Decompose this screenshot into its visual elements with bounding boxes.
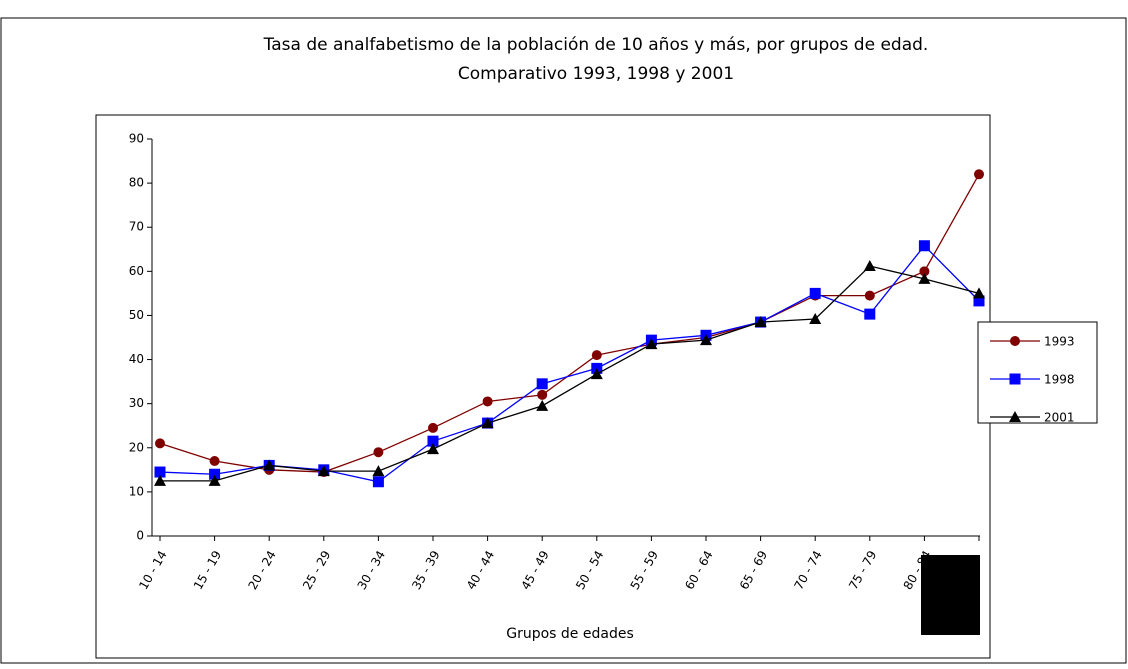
series-line: [159, 244, 980, 483]
marker: [1010, 336, 1020, 346]
marker: [373, 447, 384, 458]
y-tick-label: 0: [136, 529, 144, 543]
marker: [209, 468, 221, 480]
marker: [155, 438, 165, 449]
legend-label: 1998: [1044, 373, 1075, 387]
marker: [809, 312, 822, 324]
marker: [427, 443, 439, 455]
marker: [863, 260, 876, 272]
marker: [591, 350, 602, 361]
y-tick-label: 50: [129, 308, 144, 322]
marker: [372, 476, 384, 488]
marker: [864, 308, 876, 320]
y-tick-label: 60: [129, 264, 144, 278]
marker: [864, 290, 875, 301]
y-tick-label: 10: [129, 484, 144, 498]
marker: [209, 456, 220, 467]
marker: [481, 417, 494, 429]
series-line: [160, 265, 980, 482]
marker: [427, 435, 439, 447]
y-tick-label: 70: [129, 220, 144, 234]
marker: [537, 389, 548, 400]
x-axis-label: Grupos de edades: [506, 626, 634, 642]
marker: [428, 422, 438, 433]
marker: [154, 466, 166, 478]
marker: [974, 169, 984, 180]
series-line: [159, 173, 980, 473]
marker: [918, 272, 931, 284]
marker: [809, 287, 821, 299]
marker: [919, 266, 930, 277]
legend-label: 1993: [1044, 335, 1075, 349]
marker: [536, 378, 548, 390]
marker: [918, 240, 930, 252]
marker: [208, 474, 221, 486]
marker: [263, 459, 276, 471]
marker: [317, 465, 330, 477]
marker: [154, 474, 166, 486]
marker: [482, 396, 493, 407]
marker: [700, 334, 712, 346]
marker: [973, 295, 985, 307]
marker: [973, 287, 985, 299]
legend-label: 2001: [1044, 411, 1075, 425]
y-tick-label: 90: [129, 132, 144, 146]
marker: [1009, 411, 1021, 422]
marker: [645, 338, 658, 350]
chart-subtitle: Comparativo 1993, 1998 y 2001: [458, 64, 734, 84]
legend-box: [977, 321, 1098, 424]
y-tick-label: 40: [129, 352, 144, 366]
y-tick-label: 30: [129, 396, 144, 410]
redaction-box: [921, 555, 980, 635]
marker: [372, 465, 385, 477]
marker: [754, 316, 767, 328]
marker: [536, 399, 549, 411]
chart-title: Tasa de analfabetismo de la población de…: [263, 35, 929, 55]
y-tick-label: 20: [129, 440, 144, 454]
marker: [1009, 373, 1021, 385]
y-tick-label: 80: [129, 176, 144, 190]
marker: [590, 368, 603, 380]
